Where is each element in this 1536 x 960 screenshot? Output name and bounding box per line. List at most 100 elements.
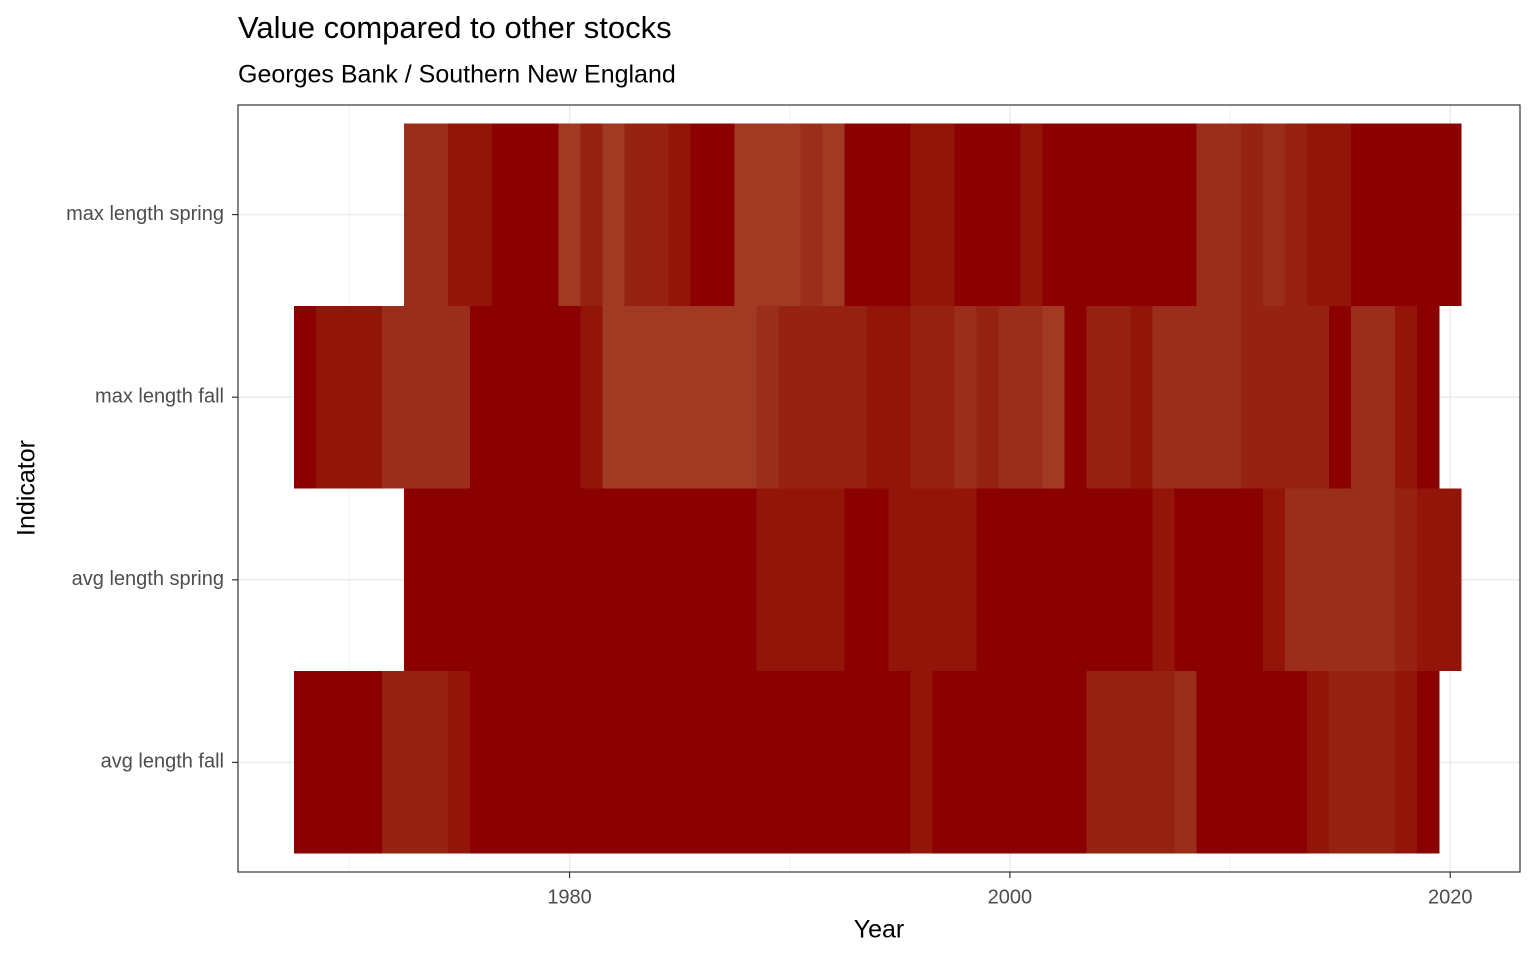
tile <box>866 305 890 489</box>
tile <box>932 488 956 672</box>
tile <box>1328 305 1352 489</box>
tile <box>844 305 868 489</box>
tile <box>800 488 824 672</box>
tile <box>1350 305 1374 489</box>
tile <box>734 123 758 306</box>
tile <box>756 488 780 672</box>
tile <box>1086 671 1110 854</box>
tile <box>932 305 956 489</box>
tile <box>734 671 758 854</box>
tile <box>954 671 978 854</box>
tile <box>492 123 515 306</box>
tile <box>1394 123 1418 306</box>
tile <box>1416 305 1440 489</box>
tile <box>558 305 581 489</box>
tile <box>690 123 713 306</box>
tile <box>932 123 956 306</box>
tile <box>1218 123 1242 306</box>
tile <box>382 305 405 489</box>
tile <box>360 671 383 854</box>
tile <box>1042 305 1066 489</box>
tile <box>360 305 383 489</box>
tile <box>1284 123 1308 306</box>
tile <box>1306 123 1330 306</box>
tile <box>580 671 603 854</box>
tile <box>1042 671 1066 854</box>
tile <box>470 123 493 306</box>
tile <box>844 123 868 306</box>
tile <box>888 488 912 672</box>
x-tick-label: 1980 <box>547 886 592 908</box>
tile <box>602 671 625 854</box>
tile <box>954 123 978 306</box>
tile <box>690 305 713 489</box>
chart-subtitle: Georges Bank / Southern New England <box>238 61 676 89</box>
tile <box>448 671 471 854</box>
tile <box>866 123 890 306</box>
tile <box>1372 671 1396 854</box>
tile <box>800 123 824 306</box>
tile <box>1240 305 1264 489</box>
tile <box>1240 488 1264 672</box>
tile <box>1218 305 1242 489</box>
tile <box>316 671 339 854</box>
tile <box>536 488 559 672</box>
tile <box>1416 488 1440 672</box>
tile <box>1020 123 1044 306</box>
tile <box>646 305 669 489</box>
tile <box>1064 488 1088 672</box>
tile <box>1174 488 1198 672</box>
tile <box>580 305 603 489</box>
y-tick-label: avg length fall <box>101 751 224 773</box>
tile <box>580 488 603 672</box>
tile <box>1042 123 1066 306</box>
tile <box>888 671 912 854</box>
tile <box>404 488 427 672</box>
x-axis-label: Year <box>854 916 905 944</box>
tile <box>1152 488 1176 672</box>
tile <box>866 488 890 672</box>
tile <box>492 488 515 672</box>
tile <box>1328 488 1352 672</box>
tile <box>998 305 1022 489</box>
tile <box>822 123 846 306</box>
x-tick-label: 2020 <box>1428 886 1473 908</box>
y-tick-label: avg length spring <box>72 568 224 590</box>
tile <box>998 123 1022 306</box>
tile <box>668 123 691 306</box>
tile <box>910 671 934 854</box>
tile <box>1262 671 1286 854</box>
tile <box>646 671 669 854</box>
tile <box>1350 123 1374 306</box>
tile <box>1108 671 1132 854</box>
tile <box>822 488 846 672</box>
tile <box>1108 305 1132 489</box>
tile <box>932 671 956 854</box>
tile <box>1042 488 1066 672</box>
tile <box>1306 488 1330 672</box>
tile <box>470 305 493 489</box>
tile <box>998 671 1022 854</box>
tile <box>602 488 625 672</box>
tile <box>888 123 912 306</box>
tile <box>1130 488 1154 672</box>
tile <box>426 671 449 854</box>
tile <box>404 671 427 854</box>
tile <box>1262 123 1286 306</box>
tile <box>1130 305 1154 489</box>
tile <box>514 123 537 306</box>
tile <box>1196 305 1220 489</box>
tile <box>1262 305 1286 489</box>
tile <box>1394 671 1418 854</box>
tile <box>712 671 735 854</box>
tile <box>1196 488 1220 672</box>
tile <box>822 671 846 854</box>
tile <box>602 123 625 306</box>
tile <box>844 488 868 672</box>
tile <box>1108 488 1132 672</box>
tile <box>668 488 691 672</box>
tile <box>536 305 559 489</box>
tile <box>1174 123 1198 306</box>
tile <box>624 305 647 489</box>
tile <box>1152 123 1176 306</box>
